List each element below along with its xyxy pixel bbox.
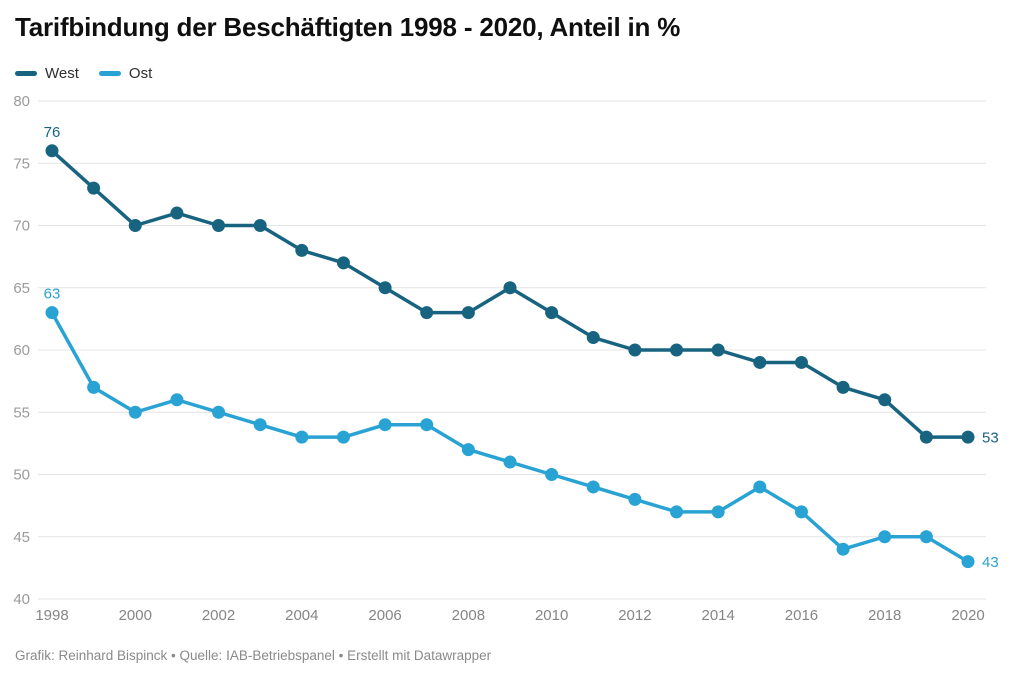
west-point-2017 (836, 380, 850, 394)
x-tick-label-2004: 2004 (285, 607, 318, 624)
west-point-2016 (794, 355, 808, 369)
ost-point-2019 (919, 530, 933, 544)
west-point-2009 (503, 281, 517, 295)
legend-item-west: West (15, 65, 79, 82)
west-point-2002 (212, 219, 226, 232)
legend-label-ost: Ost (128, 65, 153, 82)
ost-point-2013 (670, 505, 684, 519)
west-point-2001 (170, 206, 184, 220)
chart-title: Tarifbindung der Beschäftigten 1998 - 20… (15, 12, 681, 42)
west-series-swatch (15, 71, 37, 76)
west-point-2010 (545, 306, 559, 320)
west-point-2014 (711, 343, 725, 357)
west-point-2006 (378, 281, 392, 295)
ost-point-2001 (170, 393, 184, 407)
west-last-value-label: 53 (982, 430, 999, 447)
ost-point-2005 (336, 430, 350, 444)
ost-point-2017 (836, 542, 850, 556)
west-point-2018 (878, 393, 892, 407)
x-tick-label-2008: 2008 (452, 607, 485, 624)
ost-point-2004 (295, 430, 309, 444)
y-tick-label-70: 70 (13, 218, 30, 235)
x-tick-label-2016: 2016 (785, 607, 818, 624)
west-point-2005 (336, 256, 350, 270)
ost-point-1998 (45, 306, 59, 320)
ost-point-2003 (253, 418, 267, 432)
west-point-2004 (295, 243, 309, 257)
west-point-2011 (586, 331, 600, 345)
ost-point-2000 (128, 405, 142, 419)
west-point-2015 (753, 355, 767, 369)
west-point-2013 (670, 343, 684, 357)
ost-point-2007 (420, 418, 434, 432)
west-point-2012 (628, 343, 642, 357)
ost-point-2016 (794, 505, 808, 519)
west-first-value-label: 76 (44, 124, 61, 141)
ost-point-2014 (711, 505, 725, 519)
ost-first-value-label: 63 (44, 286, 61, 303)
ost-point-2020 (961, 555, 975, 569)
ost-point-2010 (545, 468, 559, 481)
west-point-2003 (253, 219, 267, 232)
legend-label-west: West (45, 65, 79, 82)
west-point-2000 (128, 219, 142, 232)
x-tick-label-2014: 2014 (701, 607, 734, 624)
ost-point-2012 (628, 492, 642, 506)
ost-point-2009 (503, 455, 517, 469)
y-tick-label-55: 55 (13, 404, 30, 421)
ost-point-2008 (461, 443, 475, 457)
west-point-2007 (420, 306, 434, 320)
chart-footer: Grafik: Reinhard Bispinck • Quelle: IAB-… (15, 648, 492, 663)
west-point-2008 (461, 306, 475, 320)
ost-point-2011 (586, 480, 600, 494)
x-tick-label-2012: 2012 (618, 607, 651, 624)
ost-last-value-label: 43 (982, 554, 999, 571)
west-point-1998 (45, 144, 59, 158)
legend: West Ost (15, 65, 152, 82)
x-tick-label-2006: 2006 (368, 607, 401, 624)
y-tick-label-65: 65 (13, 280, 30, 297)
ost-point-2018 (878, 530, 892, 544)
ost-point-1999 (87, 380, 101, 394)
x-tick-label-2002: 2002 (202, 607, 235, 624)
west-point-1999 (87, 181, 101, 195)
ost-point-2002 (212, 405, 226, 419)
y-tick-label-50: 50 (13, 467, 30, 484)
west-point-2019 (919, 430, 933, 444)
x-tick-label-2000: 2000 (119, 607, 152, 624)
legend-item-ost: Ost (98, 65, 153, 82)
x-tick-label-2010: 2010 (535, 607, 568, 624)
ost-series-swatch (98, 71, 121, 76)
y-tick-label-60: 60 (13, 342, 30, 359)
west-point-2020 (961, 430, 975, 444)
y-tick-label-75: 75 (13, 155, 30, 172)
ost-point-2006 (378, 418, 392, 432)
x-tick-label-1998: 1998 (35, 607, 68, 624)
y-tick-label-45: 45 (13, 529, 30, 546)
y-tick-label-40: 40 (13, 591, 30, 608)
ost-point-2015 (753, 480, 767, 494)
y-tick-label-80: 80 (13, 93, 30, 110)
x-tick-label-2018: 2018 (868, 607, 901, 624)
x-tick-label-2020: 2020 (951, 607, 984, 624)
